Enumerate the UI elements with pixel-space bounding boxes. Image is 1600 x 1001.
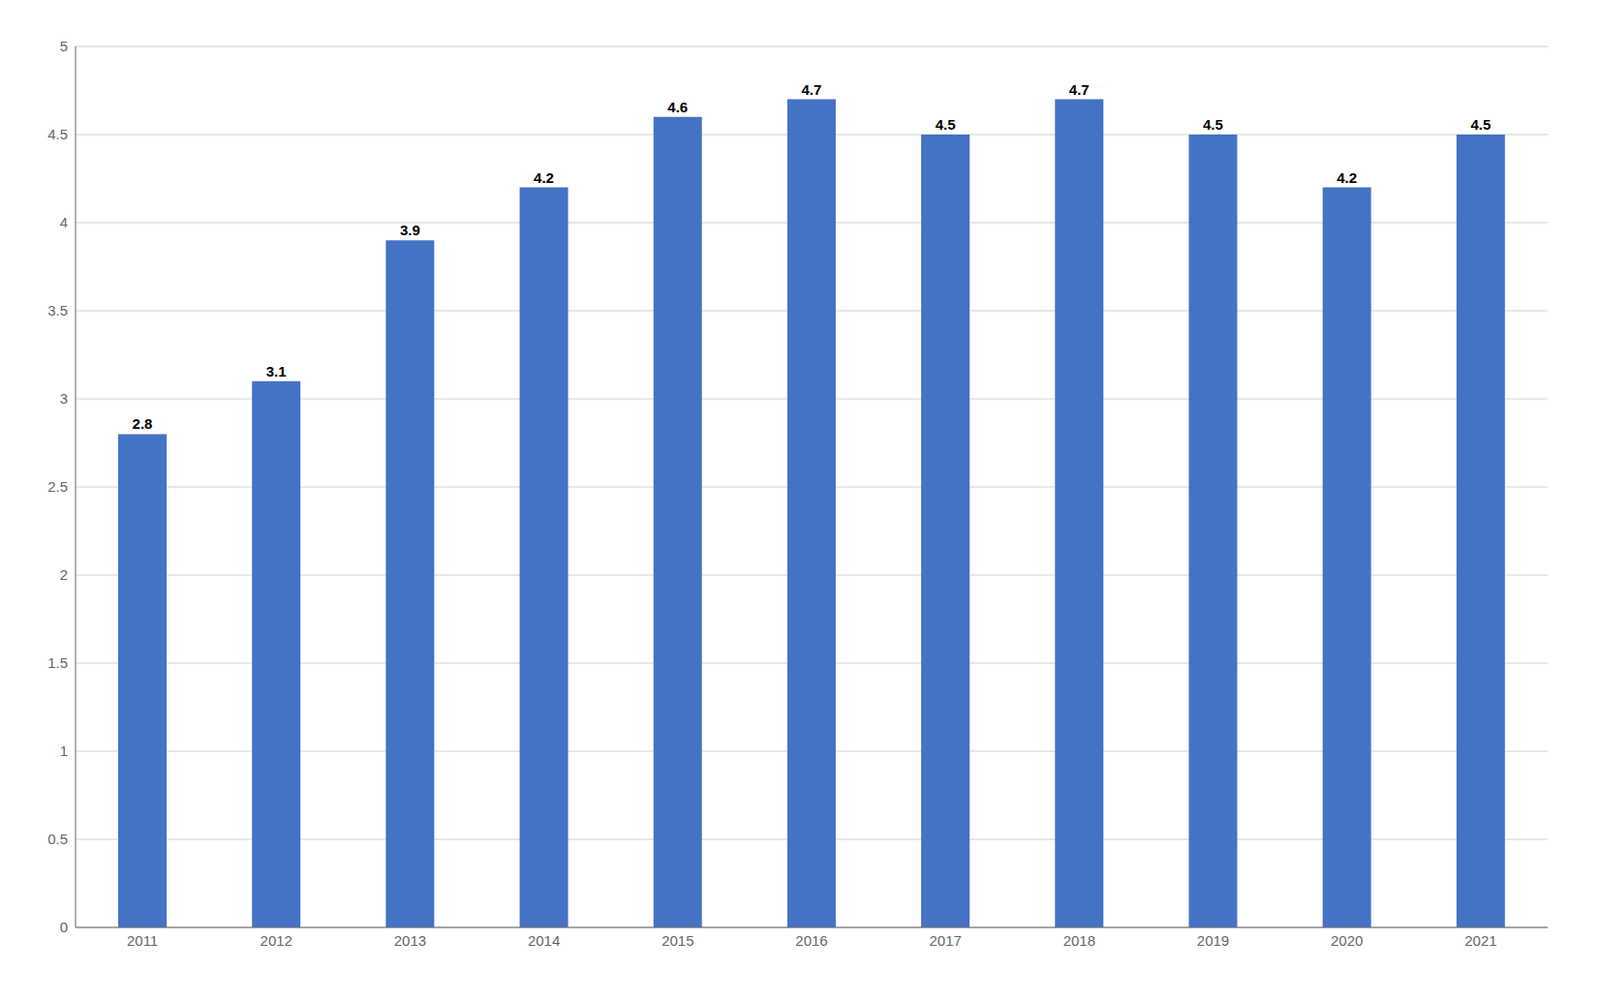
svg-text:2015: 2015	[661, 932, 694, 950]
svg-text:2021: 2021	[1464, 932, 1497, 950]
svg-text:2016: 2016	[795, 932, 828, 950]
svg-text:1.5: 1.5	[47, 654, 68, 672]
svg-text:2018: 2018	[1063, 932, 1096, 950]
svg-text:2012: 2012	[260, 932, 293, 950]
svg-text:3.1: 3.1	[266, 363, 287, 380]
svg-text:4.7: 4.7	[800, 81, 822, 98]
svg-text:4.7: 4.7	[1069, 81, 1090, 98]
svg-text:1: 1	[60, 742, 68, 760]
svg-text:3.5: 3.5	[47, 302, 68, 319]
svg-text:2020: 2020	[1330, 932, 1363, 950]
svg-text:4.5: 4.5	[1202, 116, 1224, 133]
svg-text:2014: 2014	[527, 932, 560, 950]
svg-text:2.5: 2.5	[47, 478, 68, 495]
svg-text:2: 2	[60, 566, 68, 584]
svg-text:4.5: 4.5	[47, 125, 68, 143]
svg-text:4.2: 4.2	[1336, 169, 1357, 186]
svg-text:2017: 2017	[928, 932, 961, 950]
svg-text:3: 3	[60, 390, 68, 407]
svg-text:4.6: 4.6	[667, 98, 688, 116]
svg-text:4.5: 4.5	[935, 116, 956, 133]
svg-text:0.5: 0.5	[47, 830, 68, 848]
svg-text:4.2: 4.2	[533, 169, 554, 186]
svg-text:3.9: 3.9	[400, 221, 421, 239]
svg-text:2013: 2013	[394, 932, 427, 950]
svg-text:2011: 2011	[126, 932, 158, 950]
svg-text:0: 0	[60, 919, 68, 936]
svg-text:2.8: 2.8	[132, 415, 154, 432]
svg-text:2019: 2019	[1197, 932, 1230, 950]
svg-text:5: 5	[60, 37, 68, 55]
svg-text:4: 4	[60, 214, 68, 231]
svg-text:4.5: 4.5	[1470, 116, 1491, 133]
